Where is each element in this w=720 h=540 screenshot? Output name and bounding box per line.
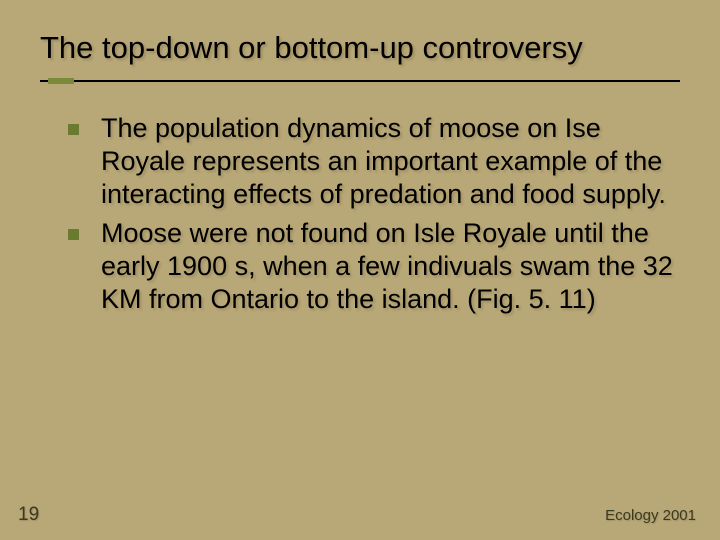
divider-accent <box>48 78 74 84</box>
bullet-list: The population dynamics of moose on Ise … <box>40 112 690 316</box>
title-divider <box>40 78 680 84</box>
square-bullet-icon <box>68 124 79 135</box>
slide: The top-down or bottom-up controversy Th… <box>0 0 720 540</box>
square-bullet-icon <box>68 229 79 240</box>
divider-line <box>40 80 680 82</box>
list-item: The population dynamics of moose on Ise … <box>68 112 690 211</box>
list-item: Moose were not found on Isle Royale unti… <box>68 217 690 316</box>
bullet-text: Moose were not found on Isle Royale unti… <box>101 217 690 316</box>
footer-text: Ecology 2001 <box>605 507 696 524</box>
bullet-text: The population dynamics of moose on Ise … <box>101 112 690 211</box>
slide-title: The top-down or bottom-up controversy <box>40 30 690 66</box>
page-number: 19 <box>18 504 39 526</box>
